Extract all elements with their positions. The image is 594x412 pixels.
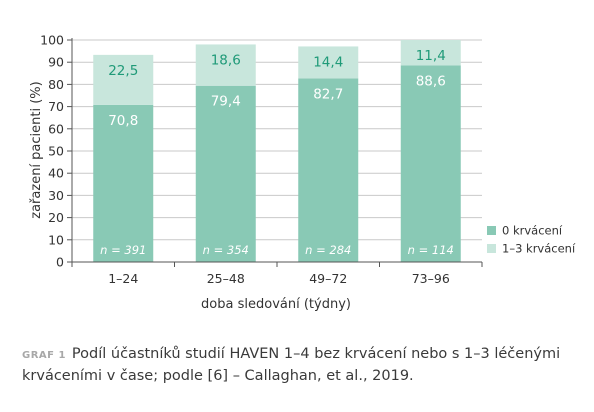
caption-tag: GRAF 1 <box>22 350 66 361</box>
x-tick-label: 73–96 <box>412 271 450 286</box>
bar-segment <box>93 54 154 105</box>
y-tick-label: 80 <box>48 77 64 92</box>
x-axis-title: doba sledování (týdny) <box>201 297 351 312</box>
x-tick-label: 49–72 <box>309 271 347 286</box>
bar-segment <box>298 78 359 262</box>
sample-size-label: n = 391 <box>100 243 146 257</box>
y-axis: 0 10 20 30 40 50 60 70 80 90 100 <box>40 33 73 270</box>
x-axis: 1–24 25–48 49–72 73–96 <box>71 261 483 286</box>
y-tick-label: 90 <box>48 55 64 70</box>
y-tick-label: 30 <box>48 188 64 203</box>
y-tick-label: 50 <box>48 144 64 159</box>
y-tick-label: 10 <box>48 232 64 247</box>
data-label: 70,8 <box>108 113 138 129</box>
caption-text: Podíl účastníků studií HAVEN 1–4 bez krv… <box>22 346 561 384</box>
bar-segment <box>195 85 256 263</box>
y-axis-title: zařazení pacienti (%) <box>29 81 44 218</box>
stacked-bar-chart: 0 10 20 30 40 50 60 70 80 90 100 70,8 22,5 n = 391 79… <box>29 33 576 313</box>
bar-segment <box>400 65 461 262</box>
y-tick-label: 40 <box>48 166 64 181</box>
y-tick-label: 0 <box>56 255 64 270</box>
legend-swatch <box>487 226 496 235</box>
figure-caption: GRAF 1 Podíl účastníků studií HAVEN 1–4 b… <box>22 344 582 386</box>
bar-segment <box>298 46 359 79</box>
bar-segment <box>93 104 154 262</box>
y-tick-label: 20 <box>48 210 64 225</box>
sample-size-label: n = 354 <box>203 243 249 257</box>
x-tick-label: 25–48 <box>207 271 245 286</box>
bars: 70,8 22,5 n = 391 79,4 18,6 n = 354 82,7 14,4 n … <box>93 40 461 263</box>
data-label: 82,7 <box>313 86 343 102</box>
legend: 0 krvácení 1–3 krvácení <box>487 224 576 256</box>
data-label: 22,5 <box>108 63 138 79</box>
data-label: 79,4 <box>211 94 241 110</box>
y-tick-label: 70 <box>48 99 64 114</box>
legend-swatch <box>487 244 496 253</box>
data-label: 11,4 <box>416 48 446 64</box>
sample-size-label: n = 284 <box>305 243 351 257</box>
y-tick-label: 60 <box>48 121 64 136</box>
data-label: 14,4 <box>313 54 343 70</box>
y-tick-label: 100 <box>40 33 64 48</box>
legend-label: 1–3 krvácení <box>502 242 576 256</box>
data-label: 88,6 <box>416 73 446 89</box>
legend-label: 0 krvácení <box>502 224 563 238</box>
bar-segment <box>195 44 256 86</box>
x-tick-label: 1–24 <box>108 271 138 286</box>
sample-size-label: n = 114 <box>408 243 454 257</box>
bar-segment <box>400 40 461 66</box>
data-label: 18,6 <box>211 52 241 68</box>
